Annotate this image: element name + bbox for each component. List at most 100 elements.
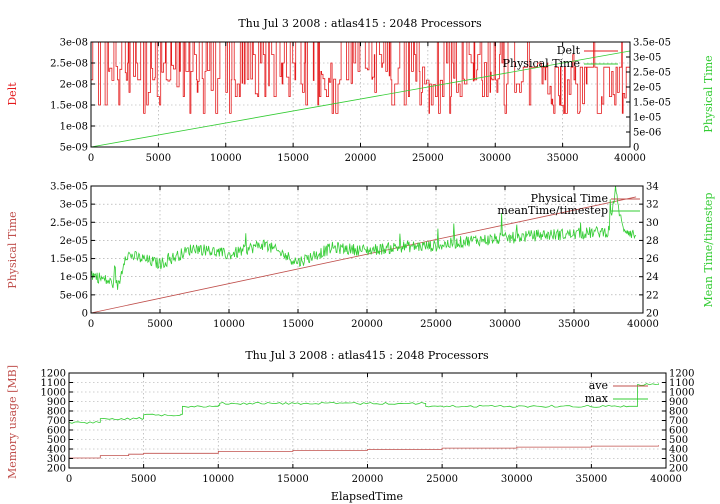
y-tick-label-right: 500 bbox=[669, 435, 688, 446]
x-tick-label: 20000 bbox=[351, 319, 383, 330]
y-tick-label-right: 2.5e-05 bbox=[633, 68, 671, 79]
x-tick-label: 40000 bbox=[614, 153, 646, 164]
panel-2-ylabel-right: Mean Time/timestep bbox=[702, 193, 715, 308]
y-tick-label-left: 1100 bbox=[41, 378, 66, 389]
series-ave bbox=[69, 445, 659, 459]
y-tick-label-right: 2e-05 bbox=[633, 83, 661, 94]
y-tick-label-right: 1.5e-05 bbox=[633, 98, 671, 109]
x-tick-label: 5000 bbox=[147, 319, 172, 330]
legend-label-delt: Delt bbox=[557, 44, 581, 57]
y-tick-label-right: 20 bbox=[646, 309, 659, 320]
y-tick-label-right: 1e-05 bbox=[633, 113, 661, 124]
y-tick-label-right: 700 bbox=[669, 416, 688, 427]
panel-delt: Thu Jul 3 2008 : atlas415 : 2048 Process… bbox=[6, 17, 715, 164]
y-tick-label-right: 1100 bbox=[669, 378, 694, 389]
y-tick-label-right: 300 bbox=[669, 454, 688, 465]
y-tick-label-right: 200 bbox=[669, 464, 688, 475]
x-tick-label: 30000 bbox=[479, 153, 511, 164]
y-tick-label-right: 28 bbox=[646, 236, 659, 247]
panel-2-ylabel-left: Physical Time bbox=[6, 211, 19, 288]
legend-label-ave: ave bbox=[589, 379, 608, 392]
x-tick-label: 10000 bbox=[213, 319, 245, 330]
x-tick-label: 10000 bbox=[210, 153, 242, 164]
y-tick-label-left: 700 bbox=[47, 416, 66, 427]
y-tick-label-left: 900 bbox=[47, 397, 66, 408]
series-max bbox=[68, 383, 659, 424]
x-tick-label: 40000 bbox=[627, 319, 659, 330]
y-tick-label-right: 1000 bbox=[669, 388, 694, 399]
y-tick-label-right: 1200 bbox=[669, 369, 694, 380]
x-tick-label: 20000 bbox=[345, 153, 377, 164]
panel-1-ylabel-right: Physical Time bbox=[702, 55, 715, 132]
series-meantime-timestep bbox=[90, 185, 637, 290]
y-tick-label-left: 600 bbox=[47, 426, 66, 437]
x-tick-label: 10000 bbox=[202, 474, 234, 485]
y-tick-label-left: 1e-05 bbox=[60, 272, 88, 283]
y-tick-label-right: 3e-05 bbox=[633, 53, 661, 64]
y-tick-label-left: 1.5e-05 bbox=[50, 254, 88, 265]
legend-label-physical-time-2: Physical Time bbox=[531, 192, 608, 205]
legend-label-physical-time: Physical Time bbox=[503, 57, 580, 70]
panel-3-xlabel: ElapsedTime bbox=[331, 490, 403, 503]
y-tick-label-left: 5e-09 bbox=[60, 143, 88, 154]
y-tick-label-right: 32 bbox=[646, 200, 659, 211]
y-tick-label-right: 400 bbox=[669, 445, 688, 456]
y-tick-label-right: 34 bbox=[646, 182, 659, 193]
legend-label-max: max bbox=[585, 392, 609, 405]
y-tick-label-right: 600 bbox=[669, 426, 688, 437]
panel-1-ylabel-left: Delt bbox=[6, 82, 19, 106]
x-tick-label: 30000 bbox=[501, 474, 533, 485]
y-tick-label-left: 200 bbox=[47, 464, 66, 475]
y-tick-label-left: 3e-08 bbox=[60, 38, 88, 49]
panel-1-title: Thu Jul 3 2008 : atlas415 : 2048 Process… bbox=[238, 17, 482, 30]
y-tick-label-left: 1e-08 bbox=[60, 122, 88, 133]
y-tick-label-right: 24 bbox=[646, 272, 659, 283]
y-tick-label-right: 30 bbox=[646, 218, 659, 229]
y-tick-label-left: 2e-08 bbox=[60, 80, 88, 91]
x-tick-label: 0 bbox=[66, 474, 72, 485]
y-tick-label-left: 500 bbox=[47, 435, 66, 446]
y-tick-label-left: 5e-06 bbox=[60, 290, 88, 301]
panel-1-legend: Delt Physical Time bbox=[503, 44, 618, 70]
x-tick-label: 25000 bbox=[426, 474, 458, 485]
x-tick-label: 15000 bbox=[277, 474, 309, 485]
x-tick-label: 5000 bbox=[131, 474, 156, 485]
y-tick-label-left: 1200 bbox=[41, 369, 66, 380]
y-tick-label-left: 300 bbox=[47, 454, 66, 465]
panel-2-legend: Physical Time meanTime/timestep bbox=[497, 192, 640, 217]
y-tick-label-left: 1000 bbox=[41, 388, 66, 399]
x-tick-label: 25000 bbox=[420, 319, 452, 330]
x-tick-label: 35000 bbox=[547, 153, 579, 164]
legend-label-mean-time: meanTime/timestep bbox=[497, 204, 608, 217]
x-tick-label: 5000 bbox=[146, 153, 171, 164]
x-tick-label: 20000 bbox=[352, 474, 384, 485]
panel-3-title: Thu Jul 3 2008 : atlas415 : 2048 Process… bbox=[245, 349, 489, 362]
x-tick-label: 35000 bbox=[558, 319, 590, 330]
y-tick-label-left: 2.5e-08 bbox=[50, 59, 88, 70]
x-tick-label: 0 bbox=[88, 153, 94, 164]
x-tick-label: 40000 bbox=[650, 474, 682, 485]
series-physical-time bbox=[90, 50, 631, 148]
y-tick-label-left: 2.5e-05 bbox=[50, 218, 88, 229]
y-tick-label-left: 1.5e-08 bbox=[50, 101, 88, 112]
y-tick-label-right: 26 bbox=[646, 254, 659, 265]
y-tick-label-left: 0 bbox=[82, 309, 88, 320]
y-tick-label-right: 3.5e-05 bbox=[633, 38, 671, 49]
y-tick-label-right: 5e-06 bbox=[633, 128, 661, 139]
y-tick-label-left: 400 bbox=[47, 445, 66, 456]
y-tick-label-left: 3.5e-05 bbox=[50, 182, 88, 193]
y-tick-label-left: 800 bbox=[47, 407, 66, 418]
y-tick-label-right: 22 bbox=[646, 290, 659, 301]
panel-3-legend: ave max bbox=[585, 379, 648, 405]
x-tick-label: 0 bbox=[88, 319, 94, 330]
x-tick-label: 25000 bbox=[412, 153, 444, 164]
y-tick-label-right: 800 bbox=[669, 407, 688, 418]
x-tick-label: 30000 bbox=[489, 319, 521, 330]
panel-3-ylabel-left: Memory usage [MB] bbox=[6, 365, 19, 479]
x-tick-label: 15000 bbox=[277, 153, 309, 164]
x-tick-label: 15000 bbox=[282, 319, 314, 330]
panel-mean-time: Physical Time Mean Time/timestep 0 5000 10… bbox=[6, 182, 715, 331]
series-physical-time bbox=[90, 196, 637, 314]
x-tick-label: 35000 bbox=[575, 474, 607, 485]
